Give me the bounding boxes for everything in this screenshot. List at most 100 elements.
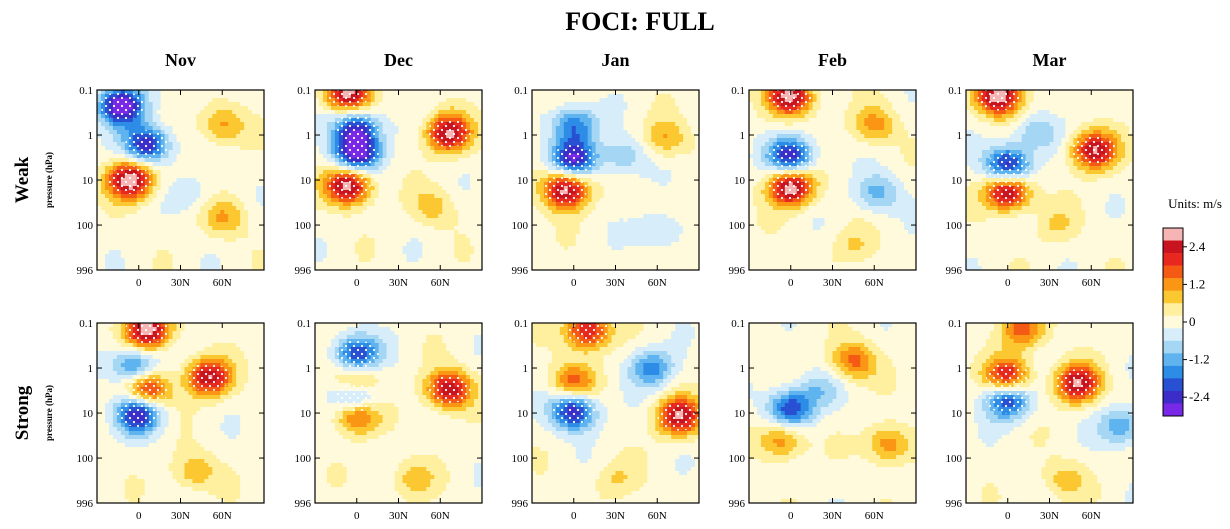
colorbar-swatch	[1163, 253, 1183, 266]
significance-stipple	[326, 171, 371, 200]
panel-strong-nov: 0.1 1 10 100 996 0 30N 60N	[77, 318, 265, 522]
significance-stipple	[100, 91, 145, 120]
x-tick-label: 60N	[1082, 277, 1101, 289]
panel-strong-dec: 0.1 1 10 100 996 0 30N 60N	[295, 318, 483, 522]
column-title: Mar	[1033, 50, 1067, 70]
y-tick-label: 100	[946, 453, 963, 465]
colorbar-swatch	[1163, 278, 1183, 291]
colorbar-tick-label: -2.4	[1189, 389, 1210, 404]
significance-stipple	[125, 376, 170, 405]
colorbar-tick-label: 2.4	[1189, 239, 1206, 254]
contour-field	[749, 323, 916, 503]
y-tick-label: 0.1	[731, 85, 745, 97]
significance-stipple	[543, 175, 588, 204]
x-tick-label: 30N	[823, 277, 842, 289]
y-tick-label: 10	[300, 175, 312, 187]
y-tick-label: 10	[951, 408, 963, 420]
x-tick-label: 60N	[648, 510, 667, 522]
significance-stipple	[768, 90, 813, 111]
colorbar-swatch	[1163, 340, 1183, 354]
colorbar-swatch	[1163, 353, 1183, 367]
x-tick-label: 60N	[1082, 510, 1101, 522]
significance-stipple	[565, 323, 610, 345]
significance-stipple	[551, 396, 596, 425]
x-tick-label: 0	[136, 510, 142, 522]
x-tick-label: 30N	[389, 510, 408, 522]
y-tick-label: 1	[306, 130, 312, 142]
y-tick-label: 996	[729, 265, 746, 277]
colorbar: Units: m/s 2.4 1.2 0 -1.2 -2.4	[1162, 196, 1222, 417]
y-tick-label: 996	[295, 498, 312, 510]
x-tick-label: 0	[136, 277, 142, 289]
significance-stipple	[116, 399, 161, 428]
y-tick-label: 10	[300, 408, 312, 420]
y-tick-label: 100	[512, 453, 529, 465]
panel-weak-nov: 0.1 1 10 100 996 0 30N 60N	[77, 85, 265, 289]
x-tick-label: 60N	[865, 277, 884, 289]
significance-stipple	[108, 166, 153, 195]
colorbar-swatch	[1163, 303, 1183, 317]
x-tick-label: 30N	[171, 277, 190, 289]
x-tick-label: 60N	[865, 510, 884, 522]
contour-field	[315, 90, 482, 270]
figure-title: FOCI: FULL	[565, 7, 715, 36]
significance-stipple	[186, 363, 231, 392]
y-tick-label: 10	[951, 175, 963, 187]
significance-stipple	[985, 363, 1030, 392]
colorbar-swatch	[1163, 228, 1183, 241]
x-tick-label: 0	[354, 510, 360, 522]
y-tick-label: 0.1	[514, 85, 528, 97]
contour-field	[532, 90, 699, 270]
colorbar-swatch	[1163, 378, 1183, 392]
y-tick-label: 1	[740, 363, 746, 375]
y-tick-label: 996	[512, 498, 529, 510]
column-title: Feb	[818, 50, 847, 70]
significance-stipple	[1072, 136, 1117, 165]
x-tick-label: 30N	[823, 510, 842, 522]
significance-stipple	[334, 383, 379, 412]
significance-stipple	[426, 375, 471, 404]
contour-field	[966, 323, 1133, 503]
colorbar-swatch	[1163, 328, 1183, 342]
y-tick-label: 996	[77, 265, 94, 277]
y-tick-label: 1	[88, 130, 94, 142]
y-tick-label: 10	[734, 175, 746, 187]
y-tick-label: 0.1	[79, 85, 93, 97]
x-tick-label: 60N	[213, 277, 232, 289]
y-tick-label: 996	[77, 498, 94, 510]
y-tick-label: 996	[946, 265, 963, 277]
panel-strong-jan: 0.1 1 10 100 996 0 30N 60N	[512, 318, 700, 522]
x-tick-label: 30N	[389, 277, 408, 289]
significance-stipple	[334, 114, 379, 143]
x-tick-label: 0	[354, 277, 360, 289]
y-tick-label: 0.1	[948, 318, 962, 330]
colorbar-tick-label: -1.2	[1189, 352, 1210, 367]
x-tick-label: 0	[788, 277, 794, 289]
y-tick-label: 0.1	[731, 318, 745, 330]
colorbar-swatch	[1163, 315, 1183, 329]
contour-field	[97, 323, 264, 503]
contour-field	[97, 90, 264, 270]
y-tick-label: 100	[729, 453, 746, 465]
significance-stipple	[768, 172, 813, 201]
significance-stipple	[985, 152, 1030, 181]
y-tick-label: 1	[306, 363, 312, 375]
significance-stipple	[657, 402, 699, 431]
y-tick-label: 10	[734, 408, 746, 420]
column-title: Jan	[601, 50, 629, 70]
contour-field	[966, 90, 1133, 270]
x-tick-label: 0	[788, 510, 794, 522]
colorbar-tick-label: 1.2	[1189, 276, 1205, 291]
significance-stipple	[977, 90, 1022, 111]
x-tick-label: 60N	[213, 510, 232, 522]
panel-strong-feb: 0.1 1 10 100 996 0 30N 60N	[729, 318, 917, 522]
contour-field	[749, 90, 916, 270]
y-tick-label: 0.1	[79, 318, 93, 330]
x-tick-label: 30N	[171, 510, 190, 522]
x-tick-label: 0	[1005, 510, 1011, 522]
y-tick-label: 10	[517, 175, 529, 187]
x-tick-label: 0	[571, 277, 577, 289]
y-tick-label: 996	[512, 265, 529, 277]
y-tick-label: 1	[957, 130, 963, 142]
